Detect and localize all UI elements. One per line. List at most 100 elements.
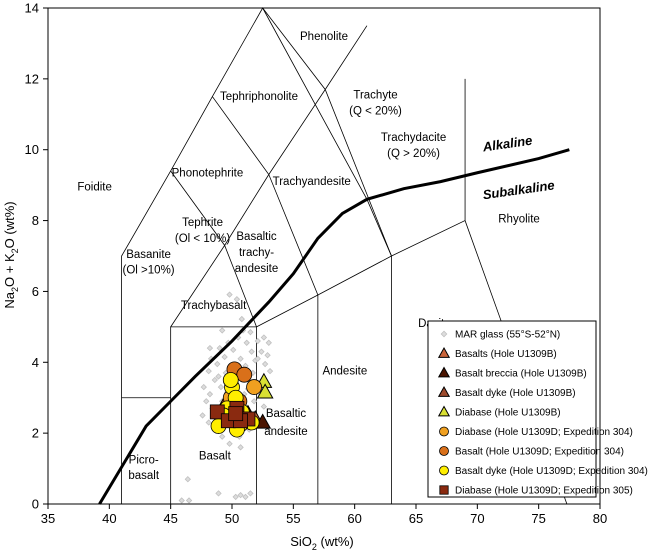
plot-frame	[47, 7, 601, 505]
data-point-diamond	[264, 352, 271, 359]
x-tick-label: 50	[225, 511, 239, 526]
x-title-subscript: 2	[312, 542, 317, 550]
field-label: basalt	[128, 470, 159, 482]
x-tick-label: 65	[409, 511, 423, 526]
field-label: Trachyandesite	[273, 176, 351, 188]
field-label: Rhyolite	[498, 213, 540, 225]
data-point-circle	[222, 372, 239, 388]
x-title-part: SiO	[290, 534, 312, 549]
x-tick-label: 80	[593, 511, 607, 526]
tas-field-boundaries	[121, 7, 568, 505]
data-point-diamond	[247, 490, 254, 497]
data-point-diamond	[203, 398, 210, 405]
subalkaline-label: Subalkaline	[482, 177, 556, 202]
x-tick-label: 70	[470, 511, 484, 526]
legend-marker	[440, 330, 448, 338]
y-title-part: O + K	[2, 253, 17, 287]
x-tick-label: 40	[102, 511, 116, 526]
field-label: Tephriphonolite	[220, 91, 298, 103]
tas-boundary-line	[262, 7, 392, 257]
field-label: Basaltic	[266, 408, 307, 420]
field-label: Basalt	[199, 451, 232, 463]
y-tick-label: 12	[25, 71, 39, 86]
legend-marker	[437, 405, 451, 417]
x-axis-ticks: 35 40 45 50 55 60 65 70 75 80	[41, 504, 607, 526]
data-point-diamond	[205, 367, 212, 375]
data-point-diamond	[242, 493, 249, 501]
legend-entry-label: MAR glass (55°S-52°N)	[455, 330, 560, 341]
data-point-diamond	[243, 339, 250, 346]
y-tick-label: 4	[32, 355, 39, 370]
x-tick-label: 55	[286, 511, 300, 526]
field-label: (Q > 20%)	[387, 148, 440, 160]
data-point-diamond	[211, 376, 218, 384]
data-point-diamond	[254, 355, 261, 362]
legend-entry-label: Basalt breccia (Hole U1309B)	[455, 369, 587, 380]
data-point-diamond	[254, 337, 261, 345]
field-label: andesite	[264, 426, 307, 438]
data-point-diamond	[258, 348, 265, 355]
y-title-part: O (wt%)	[2, 201, 17, 248]
data-point-diamond	[247, 329, 254, 336]
x-axis-title: SiO2 (wt%)	[290, 534, 354, 550]
data-point-diamond	[217, 383, 225, 391]
data-point-circle	[246, 379, 262, 395]
legend-marker	[437, 346, 451, 358]
data-point-diamond	[237, 491, 244, 499]
data-point-diamond	[206, 391, 214, 398]
legend-entry-label: Basalt dyke (Hole U1309B)	[455, 388, 576, 399]
legend-marker	[437, 385, 451, 397]
data-point-diamond	[215, 373, 222, 380]
x-tick-label: 75	[531, 511, 545, 526]
field-label: Trachybasalt	[181, 300, 247, 312]
tas-boundary-line	[170, 170, 257, 328]
legend-marker	[439, 485, 449, 495]
data-point-diamond	[205, 419, 212, 426]
y-tick-label: 8	[32, 213, 39, 228]
field-label: Picro-	[129, 454, 159, 466]
y-tick-label: 14	[25, 1, 39, 16]
field-label: Basanite	[126, 249, 171, 261]
legend-marker	[437, 366, 451, 378]
data-point-triangle	[256, 383, 274, 399]
data-point-diamond	[226, 291, 233, 298]
x-tick-label: 35	[41, 511, 55, 526]
field-label: Phonotephrite	[172, 167, 244, 179]
legend: MAR glass (55°S-52°N) Basalts (Hole U1309…	[427, 320, 648, 498]
y-tick-label: 10	[25, 142, 39, 157]
data-point-diamond	[250, 398, 258, 405]
data-point-diamond	[260, 334, 268, 341]
alkaline-label: Alkaline	[481, 133, 533, 155]
data-point-diamond	[219, 327, 226, 334]
y-title-subscript: 2	[10, 287, 20, 292]
y-axis-ticks: 0 2 4 6 8 10 12 14	[25, 1, 48, 512]
data-point-diamond	[199, 412, 206, 419]
data-point-diamond	[216, 344, 223, 352]
field-label: Foidite	[77, 181, 112, 193]
data-point-diamond	[221, 353, 228, 361]
data-point-diamond	[232, 493, 239, 501]
field-label: Trachyte	[353, 89, 397, 101]
field-label: (Ol >10%)	[123, 265, 175, 277]
alkaline-subalkaline-line	[98, 148, 570, 505]
legend-entry-label: Basalt dyke (Hole U1309D; Expedition 304…	[455, 466, 648, 477]
data-point-diamond	[226, 440, 233, 447]
legend-entry-label: Diabase (Hole U1309B)	[455, 408, 561, 419]
data-point-diamond	[219, 433, 226, 440]
tas-field-labels: Foidite Phenolite Tephriphonolite Phonoteph…	[77, 31, 539, 482]
y-tick-label: 6	[32, 284, 39, 299]
data-point-diamond	[248, 348, 255, 355]
data-point-diamond	[178, 497, 185, 504]
field-label: trachy-	[239, 247, 274, 259]
data-point-diamond	[233, 296, 241, 303]
data-point-diamond	[206, 344, 214, 352]
field-label: (Ol < 10%)	[175, 233, 230, 245]
field-label: Andesite	[322, 366, 367, 378]
data-point-diamond	[261, 360, 269, 368]
field-label: Trachydacite	[381, 132, 446, 144]
legend-entry-label: Basalt (Hole U1309D; Expedition 304)	[455, 447, 624, 458]
data-point-diamond	[185, 497, 193, 504]
data-point-diamond	[215, 490, 222, 497]
tas-boundary-line	[212, 96, 319, 296]
